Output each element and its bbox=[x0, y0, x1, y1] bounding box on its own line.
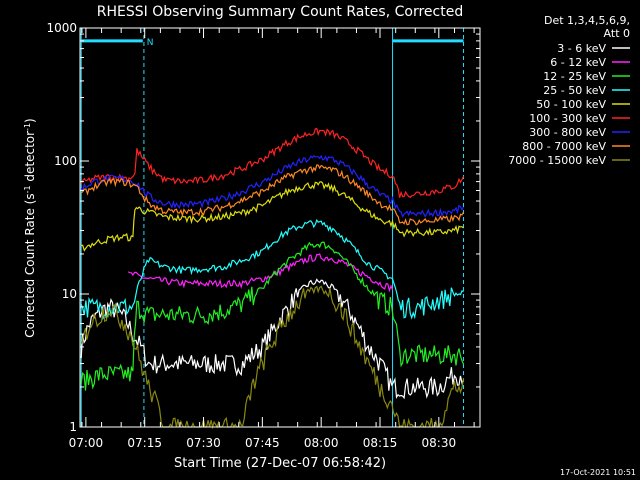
y-tick-label: 10 bbox=[62, 287, 77, 301]
legend-header-line2: Att 0 bbox=[604, 27, 630, 40]
y-tick-label: 1000 bbox=[46, 21, 77, 35]
legend-label: 3 - 6 keV bbox=[557, 42, 606, 55]
x-tick-label: 07:45 bbox=[245, 436, 280, 450]
x-axis-label: Start Time (27-Dec-07 06:58:42) bbox=[174, 456, 386, 471]
series-line-6 bbox=[80, 154, 465, 218]
legend-label: 800 - 7000 keV bbox=[522, 140, 606, 153]
y-tick-label: 1 bbox=[69, 420, 77, 434]
series-line-7 bbox=[80, 164, 465, 226]
x-tick-label: 07:00 bbox=[69, 436, 104, 450]
legend-label: 12 - 25 keV bbox=[543, 70, 606, 83]
series-line-8 bbox=[80, 285, 465, 430]
legend-label: 50 - 100 keV bbox=[536, 98, 606, 111]
legend-label: 100 - 300 keV bbox=[529, 112, 606, 125]
series-line-5 bbox=[80, 127, 465, 199]
y-axis-label: Corrected Count Rate (s-1 detector-1) bbox=[23, 118, 38, 337]
plot-area: N bbox=[79, 27, 481, 430]
series-line-4 bbox=[81, 181, 464, 252]
x-tick-label: 08:30 bbox=[422, 436, 457, 450]
x-tick-label: 07:15 bbox=[127, 436, 162, 450]
series-line-0 bbox=[80, 278, 465, 400]
series-line-3 bbox=[80, 218, 464, 320]
legend-label: 300 - 800 keV bbox=[529, 126, 606, 139]
saa-bar-label-0: N bbox=[147, 38, 154, 48]
x-tick-label: 07:30 bbox=[186, 436, 221, 450]
y-axis: 1 10 100 1000 bbox=[46, 21, 480, 434]
plot-frame bbox=[79, 27, 481, 428]
legend-label: 6 - 12 keV bbox=[550, 56, 606, 69]
legend-label: 25 - 50 keV bbox=[543, 84, 606, 97]
date-stamp: 17-Oct-2021 10:51 bbox=[560, 468, 636, 477]
legend-header-line1: Det 1,3,4,5,6,9, bbox=[544, 14, 630, 27]
series-lines bbox=[80, 127, 465, 430]
x-tick-label: 08:15 bbox=[363, 436, 398, 450]
legend-label: 7000 - 15000 keV bbox=[508, 154, 606, 167]
x-tick-label: 08:00 bbox=[304, 436, 339, 450]
saa-bars: N bbox=[81, 38, 464, 48]
y-tick-label: 100 bbox=[54, 154, 77, 168]
chart-title: RHESSI Observing Summary Count Rates, Co… bbox=[97, 4, 463, 20]
x-axis: 07:00 07:15 07:30 07:45 08:00 08:15 08:30 bbox=[69, 28, 475, 450]
series-line-2 bbox=[80, 241, 465, 391]
